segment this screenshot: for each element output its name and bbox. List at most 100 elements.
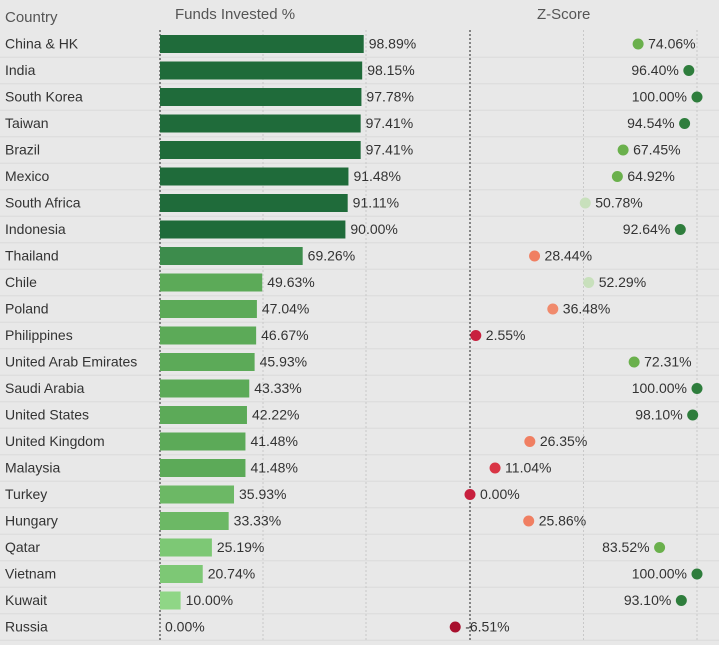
- bar: [160, 379, 250, 398]
- dot: [449, 621, 461, 633]
- bar-label: 43.33%: [254, 380, 301, 396]
- dot-label: 72.31%: [644, 354, 691, 370]
- bar-label: 97.78%: [366, 89, 413, 105]
- category-label: China & HK: [5, 36, 79, 52]
- dot-label: 100.00%: [632, 566, 687, 582]
- dot: [683, 65, 695, 76]
- dot: [523, 515, 535, 527]
- dot-label: 26.35%: [540, 433, 587, 449]
- bar: [160, 88, 362, 106]
- bar: [160, 167, 349, 186]
- dot-label: 52.29%: [599, 274, 646, 290]
- bar-label: 46.67%: [261, 327, 308, 343]
- category-label: Saudi Arabia: [5, 380, 85, 396]
- dot-label: 93.10%: [624, 592, 671, 608]
- dot-label: 100.00%: [632, 89, 687, 105]
- bar-label: 0.00%: [165, 619, 205, 635]
- bar: [160, 432, 246, 451]
- dot-label: 100.00%: [632, 380, 687, 396]
- dot: [617, 144, 629, 156]
- category-label: Qatar: [5, 539, 40, 555]
- bar: [160, 485, 235, 504]
- dot: [524, 436, 536, 447]
- dot-label: 64.92%: [627, 168, 674, 184]
- bar: [160, 565, 203, 583]
- dot: [579, 197, 591, 209]
- dot: [679, 118, 691, 129]
- bar-label: 35.93%: [239, 486, 286, 502]
- bar-label: 97.41%: [366, 142, 413, 158]
- bar-label: 98.89%: [369, 36, 416, 52]
- bar: [160, 141, 361, 159]
- category-label: Indonesia: [5, 221, 66, 237]
- dot: [489, 462, 501, 474]
- dot-label: 94.54%: [627, 115, 674, 131]
- bar-label: 69.26%: [308, 248, 355, 264]
- dot: [632, 38, 644, 50]
- bar: [160, 114, 361, 133]
- dot: [691, 383, 703, 394]
- bar-label: 10.00%: [186, 592, 233, 608]
- bar: [160, 35, 364, 53]
- category-label: South Korea: [5, 89, 83, 105]
- dot-title: Z-Score: [537, 6, 590, 23]
- bar: [160, 61, 363, 80]
- bar-label: 33.33%: [234, 513, 281, 529]
- dot-label: 83.52%: [602, 539, 649, 555]
- dot-label: 96.40%: [631, 62, 678, 78]
- dot-label: -6.51%: [465, 619, 509, 635]
- dot: [611, 171, 623, 182]
- category-label: Malaysia: [5, 460, 60, 476]
- bar: [160, 353, 255, 371]
- bar-label: 45.93%: [260, 354, 307, 370]
- dot-label: 98.10%: [635, 407, 682, 423]
- dot-label: 67.45%: [633, 142, 680, 158]
- dot: [529, 250, 541, 262]
- dot: [691, 568, 703, 580]
- category-label: India: [5, 62, 36, 78]
- dot-label: 36.48%: [563, 301, 610, 317]
- bar: [160, 220, 346, 239]
- category-label: Poland: [5, 301, 49, 317]
- category-label: Hungary: [5, 513, 58, 529]
- bar: [160, 273, 263, 292]
- bar-title: Funds Invested %: [175, 6, 295, 23]
- dot: [464, 489, 476, 500]
- category-label: Thailand: [5, 248, 59, 264]
- bar: [160, 300, 257, 318]
- category-label: Turkey: [5, 486, 47, 502]
- bar-label: 90.00%: [350, 221, 397, 237]
- dot-label: 2.55%: [486, 327, 526, 343]
- category-label: Mexico: [5, 168, 50, 184]
- dot: [654, 542, 666, 553]
- category-label: Taiwan: [5, 115, 49, 131]
- dot: [583, 277, 595, 288]
- category-label: Philippines: [5, 327, 73, 343]
- dot-label: 0.00%: [480, 486, 520, 502]
- dot-label: 50.78%: [595, 195, 642, 211]
- bar-label: 20.74%: [208, 566, 255, 582]
- bar: [160, 459, 246, 477]
- category-header: Country: [5, 9, 58, 26]
- dot-label: 92.64%: [623, 221, 670, 237]
- dot: [674, 224, 686, 235]
- dot-label: 11.04%: [505, 460, 551, 476]
- bar-label: 25.19%: [217, 539, 264, 555]
- category-label: Brazil: [5, 142, 40, 158]
- bar: [160, 591, 181, 610]
- bar-label: 41.48%: [250, 460, 297, 476]
- dot-label: 25.86%: [539, 513, 586, 529]
- bar: [160, 512, 229, 530]
- category-label: United Kingdom: [5, 433, 105, 449]
- bar-label: 91.11%: [353, 195, 399, 211]
- dot-label: 28.44%: [545, 248, 592, 264]
- category-label: United Arab Emirates: [5, 354, 137, 370]
- dot-label: 74.06%: [648, 36, 695, 52]
- dot: [547, 303, 559, 315]
- bar-label: 97.41%: [366, 115, 413, 131]
- bar: [160, 247, 303, 265]
- dot: [687, 409, 699, 421]
- bar-label: 47.04%: [262, 301, 309, 317]
- dot: [675, 595, 687, 606]
